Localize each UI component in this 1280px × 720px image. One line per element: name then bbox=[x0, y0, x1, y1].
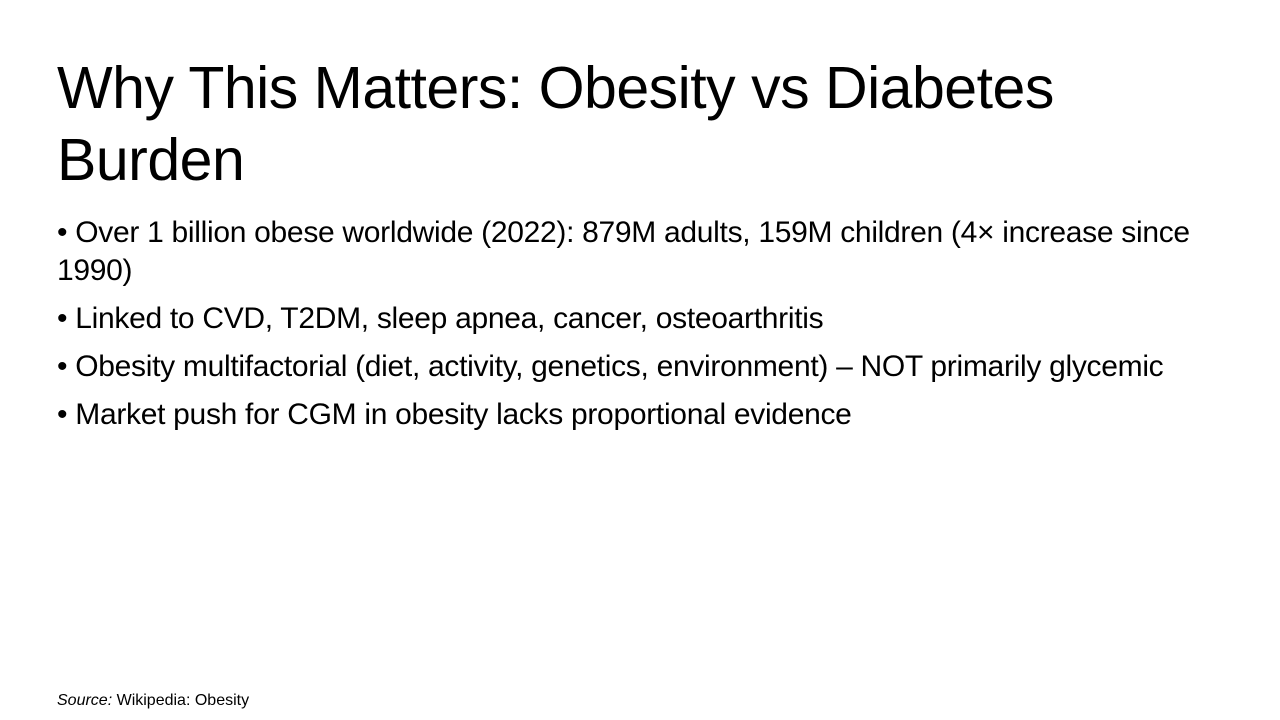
bullet-text: Market push for CGM in obesity lacks pro… bbox=[75, 398, 852, 431]
bullet-item: • Market push for CGM in obesity lacks p… bbox=[57, 396, 1227, 434]
source-link-text: Wikipedia: Obesity bbox=[116, 692, 250, 709]
bullet-icon: • bbox=[57, 350, 68, 383]
bullet-icon: • bbox=[57, 216, 68, 249]
source-note: Source: Wikipedia: Obesity bbox=[57, 690, 249, 712]
bullet-text: Linked to CVD, T2DM, sleep apnea, cancer… bbox=[75, 302, 824, 335]
bullet-text: Obesity multifactorial (diet, activity, … bbox=[75, 350, 1164, 383]
bullet-text: Over 1 billion obese worldwide (2022): 8… bbox=[57, 216, 1190, 287]
bullet-list: • Over 1 billion obese worldwide (2022):… bbox=[57, 214, 1227, 444]
slide-title: Why This Matters: Obesity vs Diabetes Bu… bbox=[57, 55, 1054, 193]
source-label: Source: bbox=[57, 692, 113, 709]
bullet-item: • Linked to CVD, T2DM, sleep apnea, canc… bbox=[57, 300, 1227, 338]
bullet-icon: • bbox=[57, 302, 68, 335]
bullet-item: • Obesity multifactorial (diet, activity… bbox=[57, 348, 1227, 386]
bullet-item: • Over 1 billion obese worldwide (2022):… bbox=[57, 214, 1227, 290]
bullet-icon: • bbox=[57, 398, 68, 431]
